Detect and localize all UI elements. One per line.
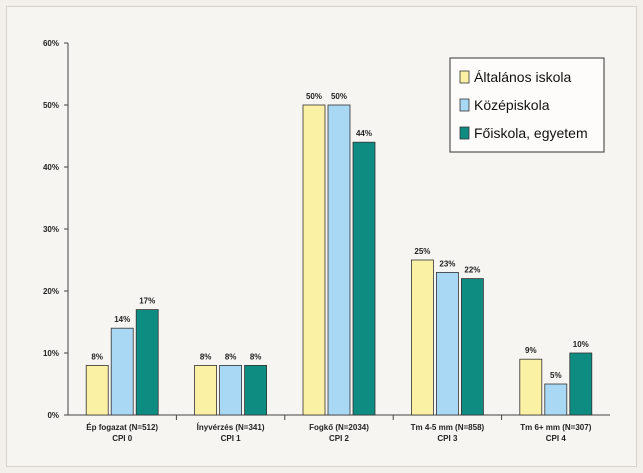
y-tick-label: 20% [43, 287, 59, 296]
data-label: 5% [550, 371, 562, 380]
legend-swatch [459, 98, 470, 112]
data-label: 8% [200, 352, 212, 361]
x-category-label: CPI 3 [437, 434, 458, 443]
bar [110, 327, 134, 416]
legend-label: Középiskola [474, 97, 550, 113]
bar [544, 383, 568, 416]
data-label: 17% [139, 297, 155, 306]
bar [352, 141, 376, 416]
data-label: 8% [91, 352, 103, 361]
bar [244, 364, 268, 416]
y-tick-label: 60% [43, 39, 59, 48]
bar [460, 278, 484, 416]
x-category-label: CPI 1 [221, 434, 242, 443]
legend-swatch [459, 126, 470, 140]
data-label: 14% [114, 315, 130, 324]
data-label: 8% [250, 352, 262, 361]
data-label: 25% [414, 247, 430, 256]
x-category-label: Ínyvérzés (N=341) [197, 423, 265, 432]
x-category-label: Tm 6+ mm (N=307) [520, 423, 591, 432]
bar [219, 364, 243, 416]
data-label: 50% [306, 92, 322, 101]
bar [410, 259, 434, 416]
x-category-label: Tm 4-5 mm (N=858) [411, 423, 485, 432]
bar [569, 352, 593, 416]
y-tick-label: 40% [43, 163, 59, 172]
bar [519, 358, 543, 416]
legend-label: Főiskola, egyetem [474, 125, 588, 141]
y-tick-label: 50% [43, 101, 59, 110]
x-category-label: Ép fogazat (N=512) [86, 423, 158, 432]
x-category-label: CPI 4 [546, 434, 567, 443]
legend-label: Általános iskola [474, 69, 571, 85]
data-label: 22% [464, 266, 480, 275]
data-label: 8% [225, 352, 237, 361]
x-category-label: CPI 0 [112, 434, 133, 443]
legend-box [449, 57, 605, 153]
bar [194, 364, 218, 416]
legend-swatch [459, 70, 470, 84]
y-tick-label: 30% [43, 225, 59, 234]
x-category-label: CPI 2 [329, 434, 350, 443]
data-label: 44% [356, 129, 372, 138]
y-tick-label: 10% [43, 349, 59, 358]
data-label: 50% [331, 92, 347, 101]
x-category-label: Fogkő (N=2034) [309, 423, 369, 432]
y-tick-label: 0% [47, 411, 59, 420]
bar [327, 104, 351, 416]
data-label: 9% [525, 346, 537, 355]
bar [135, 309, 159, 416]
data-label: 23% [439, 259, 455, 268]
bar [435, 271, 459, 416]
data-label: 10% [573, 340, 589, 349]
bar [85, 364, 109, 416]
bar [302, 104, 326, 416]
